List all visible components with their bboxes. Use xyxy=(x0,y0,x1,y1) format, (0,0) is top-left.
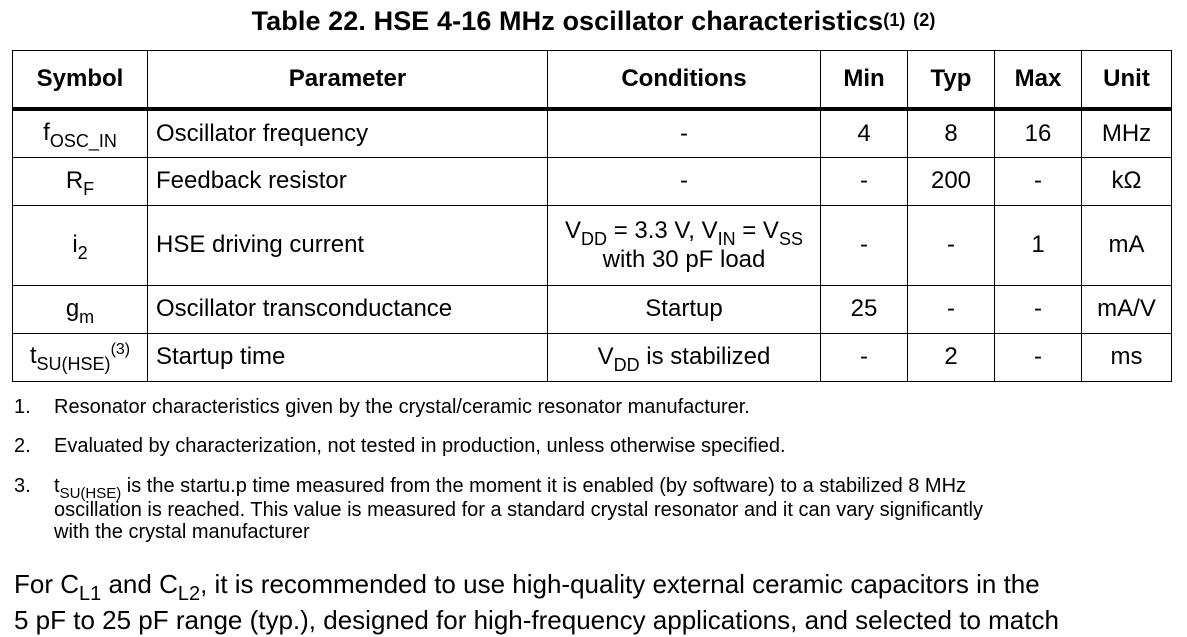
symbol-main: g xyxy=(65,294,80,322)
table-row: i2 HSE driving current VDD = 3.3 V, VIN … xyxy=(12,204,1172,286)
title-footnote-ref-1: (1) xyxy=(883,10,906,30)
cell-symbol: i2 xyxy=(12,204,148,286)
symbol-sub: OSC_IN xyxy=(49,131,117,152)
cell-parameter: Oscillator frequency xyxy=(147,108,548,158)
title-footnote-ref-2: (2) xyxy=(913,10,936,30)
header-max: Max xyxy=(994,50,1082,111)
footnote-number: 1. xyxy=(14,396,31,418)
cell-unit: mA/V xyxy=(1081,284,1172,334)
table-title-text: Table 22. HSE 4-16 MHz oscillator charac… xyxy=(251,6,884,36)
footnote-text: Evaluated by characterization, not teste… xyxy=(54,435,786,457)
paragraph-line-2: 5 pF to 25 pF range (typ.), designed for… xyxy=(14,605,1059,635)
header-conditions: Conditions xyxy=(547,50,821,111)
footnote-text: tSU(HSE) is the startu.p time measured f… xyxy=(54,475,983,543)
symbol-sub: F xyxy=(83,178,95,199)
symbol-sub: 2 xyxy=(77,242,88,263)
table-row: RF Feedback resistor - - 200 - kΩ xyxy=(12,156,1172,206)
cell-min: - xyxy=(820,204,908,286)
cell-condition: VDD is stabilized xyxy=(547,332,821,382)
cell-max: 1 xyxy=(994,204,1082,286)
symbol-main: i xyxy=(72,230,78,258)
cell-parameter: Oscillator transconductance xyxy=(147,284,548,334)
cell-unit: kΩ xyxy=(1081,156,1172,206)
header-symbol: Symbol xyxy=(12,50,148,111)
paragraph-line-1: For CL1 and CL2, it is recommended to us… xyxy=(14,569,1040,605)
cell-min: 4 xyxy=(820,108,908,158)
body-paragraph: For CL1 and CL2, it is recommended to us… xyxy=(14,568,1179,637)
cell-typ: - xyxy=(907,204,995,286)
cell-max: - xyxy=(994,284,1082,334)
cell-typ: 2 xyxy=(907,332,995,382)
footnote-1: 1. Resonator characteristics given by th… xyxy=(14,396,1164,418)
cell-min: - xyxy=(820,332,908,382)
symbol-main: f xyxy=(43,119,50,147)
header-typ: Typ xyxy=(907,50,995,111)
table-row: gm Oscillator transconductance Startup 2… xyxy=(12,284,1172,334)
cell-max: 16 xyxy=(994,108,1082,158)
cell-unit: mA xyxy=(1081,204,1172,286)
table-row: fOSC_IN Oscillator frequency - 4 8 16 MH… xyxy=(12,108,1172,158)
header-min: Min xyxy=(820,50,908,111)
cell-typ: 200 xyxy=(907,156,995,206)
cell-unit: MHz xyxy=(1081,108,1172,158)
table-row: tSU(HSE)(3) Startup time VDD is stabiliz… xyxy=(12,332,1172,382)
cell-symbol: tSU(HSE)(3) xyxy=(12,332,148,382)
cell-parameter: Feedback resistor xyxy=(147,156,548,206)
cell-symbol: fOSC_IN xyxy=(12,108,148,158)
cell-min: 25 xyxy=(820,284,908,334)
symbol-sub: SU(HSE) xyxy=(36,353,111,374)
cell-condition: VDD = 3.3 V, VIN = VSS with 30 pF load xyxy=(547,204,821,286)
cell-condition: Startup xyxy=(547,284,821,334)
footnote-3: 3. tSU(HSE) is the startu.p time measure… xyxy=(14,475,1164,543)
table-header-row: Symbol Parameter Conditions Min Typ Max … xyxy=(12,50,1172,111)
cell-typ: - xyxy=(907,284,995,334)
footnote-text: Resonator characteristics given by the c… xyxy=(54,396,750,418)
footnote-number: 2. xyxy=(14,435,31,457)
condition-line-1: VDD = 3.3 V, VIN = VSS xyxy=(565,216,803,249)
cell-symbol: gm xyxy=(12,284,148,334)
footnote-2: 2. Evaluated by characterization, not te… xyxy=(14,435,1164,457)
cell-unit: ms xyxy=(1081,332,1172,382)
cell-max: - xyxy=(994,332,1082,382)
cell-condition: - xyxy=(547,156,821,206)
symbol-main: t xyxy=(29,341,37,369)
cell-condition: - xyxy=(547,108,821,158)
cell-max: - xyxy=(994,156,1082,206)
footnote-number: 3. xyxy=(14,475,31,497)
symbol-footnote-ref: (3) xyxy=(110,340,131,358)
cell-parameter: Startup time xyxy=(147,332,548,382)
cell-min: - xyxy=(820,156,908,206)
cell-symbol: RF xyxy=(12,156,148,206)
cell-parameter: HSE driving current xyxy=(147,204,548,286)
header-unit: Unit xyxy=(1081,50,1172,111)
condition-line-2: with 30 pF load xyxy=(602,245,766,273)
oscillator-characteristics-table: Symbol Parameter Conditions Min Typ Max … xyxy=(12,50,1172,382)
symbol-main: R xyxy=(65,166,84,194)
symbol-sub: m xyxy=(79,306,95,327)
header-parameter: Parameter xyxy=(147,50,548,111)
cell-typ: 8 xyxy=(907,108,995,158)
table-title: Table 22. HSE 4-16 MHz oscillator charac… xyxy=(0,6,1187,37)
